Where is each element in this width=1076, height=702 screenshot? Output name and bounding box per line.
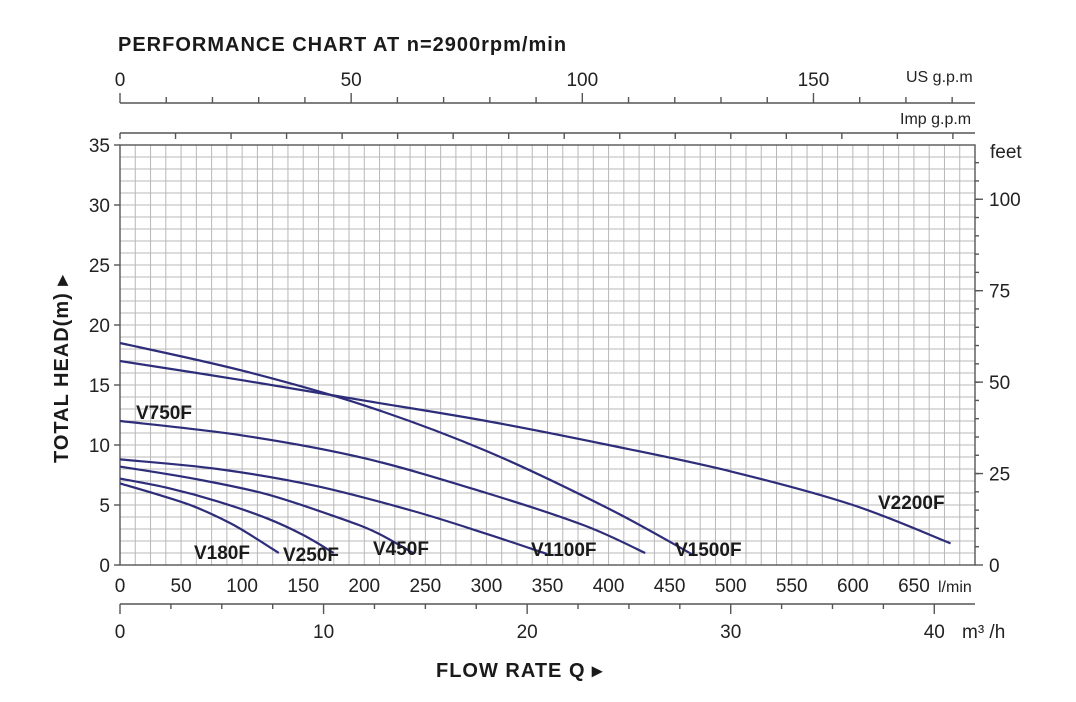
x-tick-label-m3h: 20	[517, 622, 538, 643]
x-tick-label-lmin: 100	[226, 576, 258, 597]
x-tick-label-lmin: 600	[837, 576, 869, 597]
x-tick-label-us: 50	[341, 70, 362, 91]
curves	[119, 341, 951, 557]
top-unit-imp: Imp g.p.m	[900, 111, 971, 128]
x-tick-label-lmin: 250	[410, 576, 442, 597]
x-tick-label-lmin: 150	[287, 576, 319, 597]
plot-frame	[119, 144, 976, 566]
x-tick-label-lmin: 650	[898, 576, 930, 597]
feet-tick-label: 75	[989, 282, 1010, 303]
right-unit-feet: feet	[990, 142, 1022, 163]
x-tick-label-m3h: 30	[720, 622, 741, 643]
chart-title: PERFORMANCE CHART AT n=2900rpm/min	[118, 34, 567, 56]
y-tick-label: 15	[89, 376, 110, 397]
curve-label-v1100f: V1100F	[531, 540, 597, 561]
curve-label-v250f: V250F	[283, 545, 339, 566]
y-tick-label: 35	[89, 136, 110, 157]
x-tick-label-lmin: 350	[532, 576, 564, 597]
curve-label-v1500f: V1500F	[675, 540, 742, 561]
curve-v1500f	[119, 341, 695, 557]
curve-v450f	[119, 465, 414, 554]
curve-v2200f	[119, 359, 951, 545]
y-tick-label: 20	[89, 316, 110, 337]
y-tick-label: 30	[89, 196, 110, 217]
x-tick-label-lmin: 50	[171, 576, 192, 597]
curve-v250f	[119, 477, 335, 554]
curve-v180f	[119, 482, 280, 554]
x-tick-label-lmin: 0	[115, 576, 126, 597]
curve-label-v2200f: V2200F	[878, 493, 945, 514]
labels: PERFORMANCE CHART AT n=2900rpm/min US g.…	[51, 34, 1022, 682]
x-tick-label-us: 150	[798, 70, 830, 91]
x-tick-label-us: 100	[566, 70, 598, 91]
x-tick-label-m3h: 10	[313, 622, 334, 643]
x-tick-label-lmin: 500	[715, 576, 747, 597]
x-tick-label-lmin: 550	[776, 576, 808, 597]
grid	[119, 144, 976, 566]
x-unit-m3h: m³ /h	[962, 622, 1005, 643]
top-unit-us: US g.p.m	[906, 69, 973, 86]
x-tick-label-lmin: 300	[471, 576, 503, 597]
x-tick-label-m3h: 40	[924, 622, 945, 643]
y-axis-label: TOTAL HEAD(m) ▸	[51, 275, 73, 463]
x-tick-label-lmin: 200	[348, 576, 380, 597]
x-tick-label-m3h: 0	[115, 622, 126, 643]
y-tick-label: 10	[89, 436, 110, 457]
feet-tick-label: 50	[989, 373, 1010, 394]
x-axis-label: FLOW RATE Q ▸	[436, 660, 603, 682]
y-tick-label: 5	[99, 496, 110, 517]
x-tick-label-us: 0	[115, 70, 126, 91]
feet-tick-label: 25	[989, 465, 1010, 486]
x-unit-lmin: l/min	[938, 579, 972, 596]
curve-label-v180f: V180F	[194, 543, 250, 564]
y-tick-label: 0	[99, 556, 110, 577]
feet-tick-label: 0	[989, 556, 1000, 577]
curve-v750f	[119, 419, 646, 555]
x-tick-label-lmin: 400	[593, 576, 625, 597]
x-tick-label-lmin: 450	[654, 576, 686, 597]
curve-label-v750f: V750F	[136, 403, 192, 424]
feet-tick-label: 100	[989, 190, 1021, 211]
y-tick-label: 25	[89, 256, 110, 277]
curve-v1100f	[119, 458, 548, 556]
curve-label-v450f: V450F	[373, 539, 429, 560]
